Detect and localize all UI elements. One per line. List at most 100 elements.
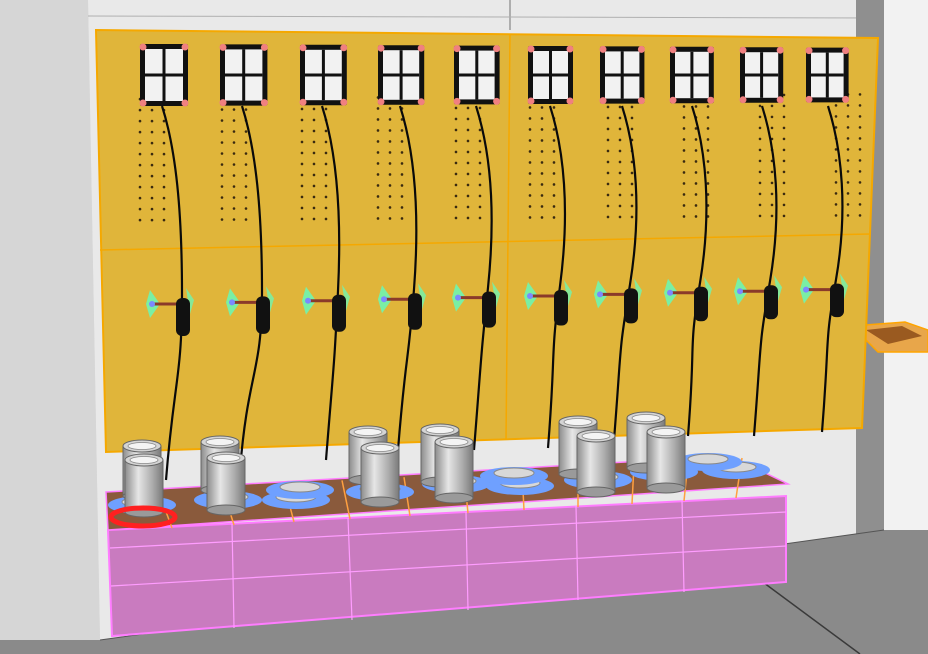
selection-highlight[interactable] <box>108 505 178 529</box>
valve-icon[interactable] <box>594 278 642 324</box>
peg-hole <box>400 217 404 220</box>
connector-window-icon[interactable] <box>219 43 268 107</box>
pegboard-panel[interactable] <box>94 28 880 454</box>
valve-icon[interactable] <box>226 286 274 334</box>
peg-hole <box>858 159 862 162</box>
peg-hole <box>300 162 304 166</box>
peg-hole <box>138 218 142 222</box>
peg-hole <box>552 205 556 208</box>
peg-hole <box>400 206 404 209</box>
peg-hole <box>606 215 610 219</box>
peg-hole <box>312 140 316 144</box>
gas-cylinder[interactable] <box>206 451 246 516</box>
peg-hole <box>606 127 610 131</box>
peg-hole <box>858 203 862 206</box>
peg-hole <box>846 203 850 206</box>
peg-hole <box>682 138 686 141</box>
peg-hole <box>312 129 316 133</box>
connector-window-icon[interactable] <box>299 44 348 106</box>
connector-window-icon[interactable] <box>739 46 784 104</box>
peg-hole <box>162 119 166 123</box>
peg-hole <box>540 161 544 164</box>
peg-hole <box>694 171 698 174</box>
peg-hole <box>466 172 470 176</box>
connector-window-icon[interactable] <box>453 45 501 105</box>
peg-hole <box>758 115 762 119</box>
cabinet-div-5 <box>681 499 685 593</box>
peg-hole <box>618 160 622 164</box>
peg-hole <box>694 127 698 130</box>
peg-hole <box>324 107 328 111</box>
connector-window-icon[interactable] <box>669 46 715 104</box>
peg-hole <box>244 163 248 166</box>
peg-hole <box>540 117 544 120</box>
connector-window-icon[interactable] <box>599 45 645 105</box>
peg-hole <box>138 119 142 123</box>
gas-cylinder[interactable] <box>360 441 400 508</box>
cable <box>820 105 844 433</box>
peg-hole <box>606 116 610 120</box>
peg-hole <box>312 206 316 210</box>
valve-icon[interactable] <box>302 284 350 332</box>
peg-hole <box>312 184 316 188</box>
peg-hole <box>540 172 544 175</box>
peg-hole <box>682 105 686 108</box>
peg-hole <box>630 204 634 208</box>
peg-hole <box>630 182 634 186</box>
valve-icon[interactable] <box>524 280 572 326</box>
peg-hole <box>220 141 224 144</box>
peg-hole <box>782 159 786 163</box>
peg-hole <box>846 159 850 162</box>
peg-hole <box>376 184 380 187</box>
peg-hole <box>682 182 686 185</box>
connector-window-icon[interactable] <box>805 47 850 103</box>
connector-window-icon[interactable] <box>377 44 425 106</box>
peg-hole <box>630 171 634 175</box>
cylinder-group <box>122 411 686 518</box>
peg-hole <box>694 193 698 196</box>
valve-icon[interactable] <box>378 283 426 330</box>
peg-hole <box>694 182 698 185</box>
peg-hole <box>694 215 698 218</box>
peg-hole <box>376 195 380 198</box>
peg-hole <box>528 216 532 219</box>
peg-hole <box>244 130 248 133</box>
gas-cylinder[interactable] <box>576 429 616 498</box>
peg-hole <box>540 205 544 208</box>
peg-hole <box>858 214 862 217</box>
peg-hole <box>706 116 710 119</box>
peg-hole <box>834 104 838 107</box>
side-shelf[interactable] <box>850 321 928 353</box>
valve-icon[interactable] <box>664 276 712 322</box>
peg-hole <box>834 192 838 195</box>
peg-hole <box>162 163 166 167</box>
peg-hole <box>706 149 710 152</box>
valve-icon[interactable] <box>734 275 782 320</box>
peg-hole <box>758 214 762 218</box>
connector-window-icon[interactable] <box>139 43 189 107</box>
shelf-inner <box>866 326 922 344</box>
peg-hole <box>220 119 224 122</box>
peg-hole <box>528 183 532 186</box>
cable <box>752 105 778 437</box>
peg-hole <box>244 196 248 199</box>
peg-hole <box>300 195 304 199</box>
peg-hole <box>478 106 482 110</box>
peg-hole <box>220 218 224 221</box>
peg-hole <box>858 148 862 151</box>
gas-cylinder[interactable] <box>646 425 686 494</box>
gas-cylinder[interactable] <box>434 435 474 504</box>
peg-hole <box>606 193 610 197</box>
peg-hole <box>758 170 762 174</box>
peg-hole <box>232 174 236 177</box>
valve-icon[interactable] <box>800 273 848 318</box>
peg-hole <box>528 172 532 175</box>
floor-line <box>759 579 861 654</box>
valve-icon[interactable] <box>452 281 500 328</box>
peg-hole <box>606 160 610 164</box>
peg-hole <box>454 161 458 165</box>
valve-icon[interactable] <box>146 288 194 336</box>
connector-window-icon[interactable] <box>527 45 574 105</box>
peg-hole <box>782 104 786 108</box>
